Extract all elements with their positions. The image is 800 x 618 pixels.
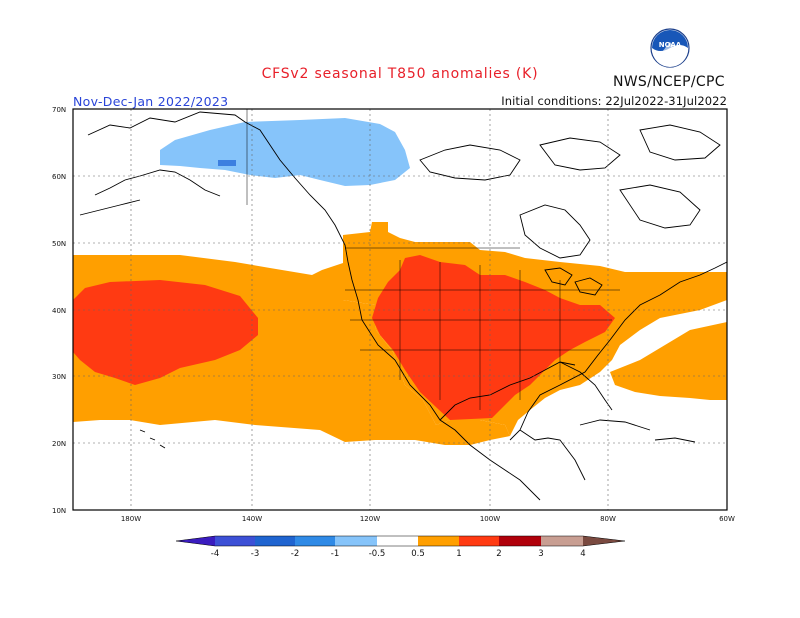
colorbar-seg-3 [295,536,335,546]
cold-anomaly-alaska-canada [160,118,410,186]
warm-anomaly-north-pacific-core [73,280,258,385]
colorbar-seg-10 [583,536,625,546]
colorbar-label: 2 [496,549,501,559]
state-borders [246,109,620,410]
colorbar-seg-5 [377,536,418,546]
graticule [73,109,727,510]
colorbar-seg-8 [499,536,541,546]
lat-label-60: 60N [52,173,66,181]
colorbar-label: -1 [331,549,339,559]
lon-labels: 180W 140W 120W 100W 80W 60W [121,515,735,523]
lon-label-180w: 180W [121,515,141,523]
colorbar-seg-1 [215,536,255,546]
lat-label-70: 70N [52,106,66,114]
colorbar-label: 0.5 [411,549,425,559]
colorbar [175,535,626,547]
warm-anomaly-atlantic [610,322,727,400]
lon-label-120w: 120W [360,515,380,523]
colorbar-label: -0.5 [369,549,386,559]
noaa-logo-icon: NOAA [650,28,690,68]
lon-label-100w: 100W [480,515,500,523]
colorbar-seg-0 [176,536,215,546]
coastlines [79,111,727,501]
colorbar-seg-7 [459,536,499,546]
cold-anomaly-core [218,160,236,166]
anomaly-shading [73,118,727,445]
lat-labels: 10N 20N 30N 40N 50N 60N 70N [52,106,66,515]
colorbar-seg-6 [418,536,459,546]
lat-label-10: 10N [52,507,66,515]
lat-label-50: 50N [52,240,66,248]
warm-anomaly-us-core [372,255,615,420]
colorbar-seg-2 [255,536,295,546]
colorbar-label: -4 [211,549,219,559]
lon-label-80w: 80W [600,515,616,523]
noaa-logo-text: NOAA [659,41,682,49]
lat-label-40: 40N [52,307,66,315]
colorbar-label: -3 [251,549,259,559]
colorbar-seg-4 [335,536,377,546]
colorbar-seg-9 [541,536,583,546]
map-title: CFSv2 seasonal T850 anomalies (K) [261,66,539,82]
lat-label-30: 30N [52,373,66,381]
initial-conditions-label: Initial conditions: 22Jul2022-31Jul2022 [501,94,727,108]
map-frame [72,108,728,511]
lon-label-60w: 60W [719,515,735,523]
lat-label-20: 20N [52,440,66,448]
season-label: Nov-Dec-Jan 2022/2023 [73,94,229,109]
colorbar-label: 3 [538,549,543,559]
colorbar-label: -2 [291,549,299,559]
colorbar-label: 1 [456,549,461,559]
colorbar-labels: -4 -3 -2 -1 -0.5 0.5 1 2 3 4 [211,549,586,559]
agency-label: NWS/NCEP/CPC [613,74,725,90]
lon-label-140w: 140W [242,515,262,523]
colorbar-label: 4 [580,549,585,559]
